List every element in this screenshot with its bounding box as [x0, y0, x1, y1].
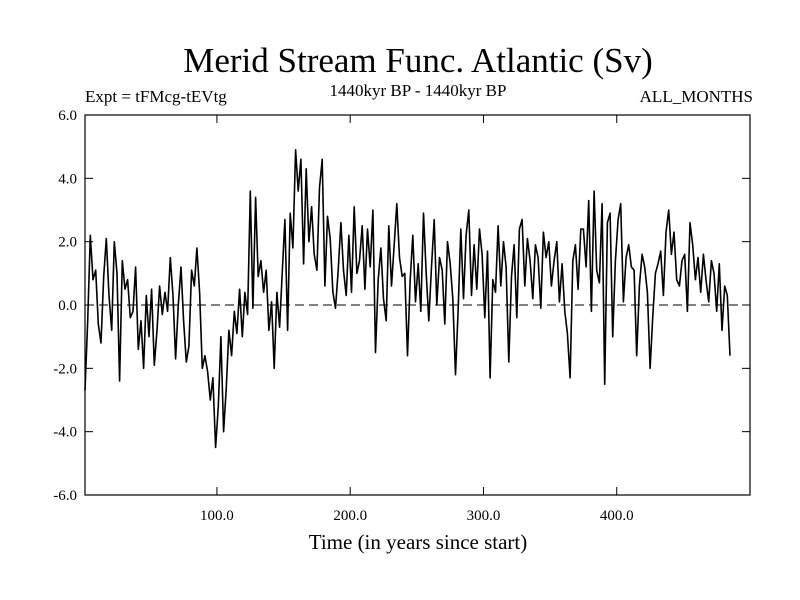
y-tick-label: 0.0: [58, 298, 77, 314]
y-tick-label: -6.0: [53, 488, 77, 504]
subtitle-center: 1440kyr BP - 1440kyr BP: [330, 81, 507, 100]
x-axis-label: Time (in years since start): [309, 530, 528, 554]
y-tick-label: 4.0: [58, 171, 77, 187]
x-axis: 100.0 200.0 300.0 400.0: [200, 115, 634, 524]
x-tick-label: 400.0: [600, 508, 634, 524]
y-axis: -6.0 -4.0 -2.0 0.0 2.0 4.0 6.0: [53, 108, 750, 504]
x-tick-label: 300.0: [467, 508, 501, 524]
x-tick-label: 200.0: [333, 508, 367, 524]
subtitle-right: ALL_MONTHS: [640, 87, 753, 106]
chart-title: Merid Stream Func. Atlantic (Sv): [183, 41, 653, 80]
y-tick-label: -4.0: [53, 425, 77, 441]
y-tick-label: 2.0: [58, 235, 77, 251]
x-tick-label: 100.0: [200, 508, 234, 524]
y-tick-label: -2.0: [53, 361, 77, 377]
y-tick-label: 6.0: [58, 108, 77, 124]
subtitle-left: Expt = tFMcg-tEVtg: [85, 87, 227, 106]
series-line: [84, 149, 731, 449]
